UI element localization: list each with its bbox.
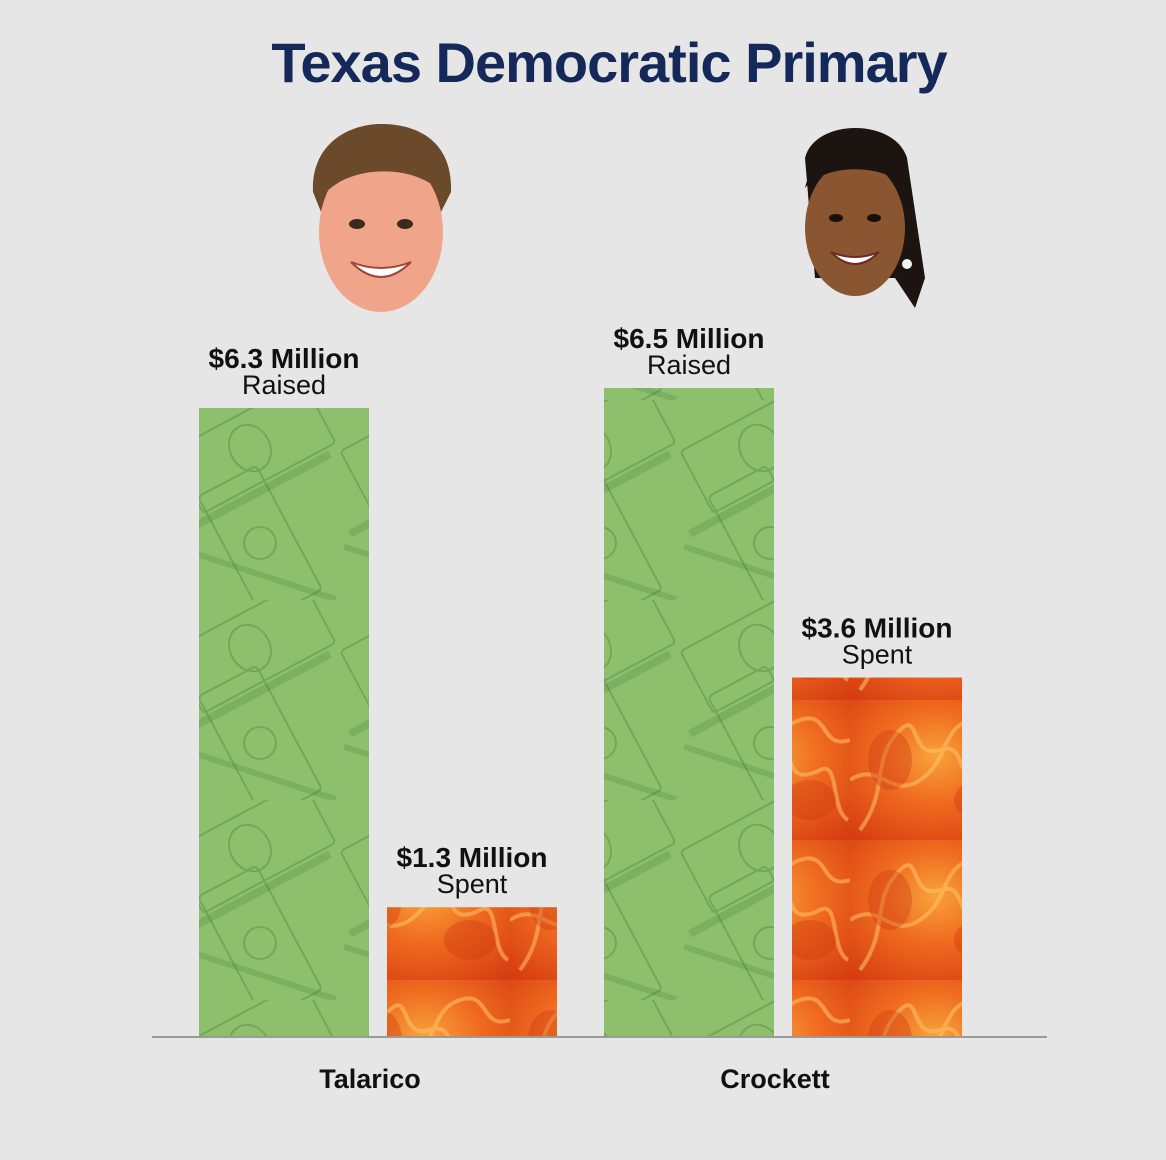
bar-spent-crockett — [792, 677, 962, 1037]
crockett-portrait — [805, 128, 925, 308]
data-label-value: $6.5 Million — [614, 323, 765, 354]
data-label-series: Raised — [242, 370, 326, 400]
bar-spent-talarico — [387, 907, 557, 1037]
category-label: Talarico — [319, 1064, 421, 1094]
data-label-value: $3.6 Million — [802, 613, 953, 644]
data-label-value: $6.3 Million — [209, 343, 360, 374]
data-label-value: $1.3 Million — [397, 842, 548, 873]
bar-raised-crockett — [604, 388, 774, 1037]
data-label-series: Raised — [647, 350, 731, 380]
data-label-series: Spent — [437, 869, 508, 899]
talarico-portrait — [312, 124, 452, 312]
bar-raised-talarico — [199, 407, 369, 1037]
chart-title: Texas Democratic Primary — [271, 31, 947, 94]
data-label-series: Spent — [842, 640, 913, 670]
category-label: Crockett — [720, 1064, 830, 1094]
